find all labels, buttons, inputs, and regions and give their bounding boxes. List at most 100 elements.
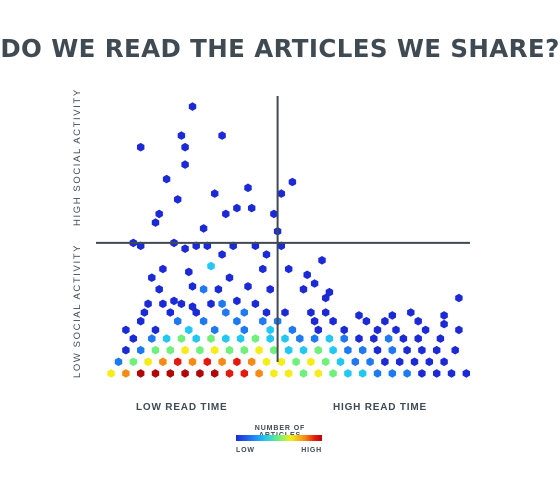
hex-cell [240,308,249,317]
hex-cell [418,345,426,355]
hex-cell [325,287,334,297]
hex-cell [399,334,408,343]
hex-cell [151,218,160,227]
hex-cell [155,209,163,219]
hex-cell [199,224,208,233]
hex-cell [321,293,330,303]
hex-cell [159,264,167,274]
hex-cell [244,183,252,193]
hex-cell [329,316,337,326]
hex-cell [432,345,441,355]
hex-cell [314,325,323,335]
hex-cell [432,369,441,378]
hex-cell [203,357,212,367]
hex-cell [210,325,219,335]
hex-cell [240,325,249,335]
hex-cell [381,316,389,326]
hex-cell [262,250,271,259]
hex-cell [321,357,330,367]
hex-cell [136,316,145,326]
x-label-high: HIGH READ TIME [333,402,427,413]
hex-cell [403,345,411,355]
hex-cell [166,345,175,355]
hex-cell [307,308,315,317]
hex-cell [259,316,267,326]
hex-cell [299,369,308,378]
hex-cell [358,345,367,355]
hex-cell [192,334,200,343]
hex-cell [129,334,138,343]
hex-cell [284,369,293,378]
hex-cell [210,369,219,378]
hex-cell [162,174,171,184]
hex-cell [185,267,193,277]
hex-cell [351,357,360,367]
hex-cell [218,299,226,309]
hex-cell [196,345,204,355]
hex-cell [247,357,256,367]
hex-cell [299,345,308,355]
hex-cell [233,316,241,326]
hex-cell [181,160,189,169]
hex-cell [292,357,300,367]
hex-cell [196,369,204,378]
legend-high-label: HIGH [301,447,322,454]
hex-cell [403,369,411,378]
hex-cell [436,334,445,343]
y-label-low: LOW SOCIAL ACTIVITY [72,243,83,378]
hex-cell [251,299,260,309]
hex-cell [185,325,193,335]
hex-cell [262,357,271,367]
hex-cell [384,334,393,343]
hex-cell [222,209,230,219]
hex-cells [107,102,471,378]
hex-cell [373,325,382,335]
hex-cell [395,357,404,367]
hex-cell [296,334,304,343]
hex-cell [240,345,249,355]
hex-cell [329,369,337,378]
hex-cell [288,177,297,187]
hex-cell [162,334,171,343]
hex-cell [159,357,167,367]
hex-cell [421,325,430,335]
hex-cell [455,325,463,335]
hex-cell [277,357,286,367]
hex-cell [440,357,448,367]
hex-cell [236,334,245,343]
hex-cell [325,334,334,343]
hex-cell [355,311,363,320]
hex-cell [173,195,182,204]
hex-cell [277,189,286,198]
legend-color-scale [236,435,322,441]
hex-cell [307,357,315,367]
chart-title: DO WE READ THE ARTICLES WE SHARE? [0,34,560,63]
hex-cell [210,345,219,355]
hex-cell [181,244,189,253]
hex-cell [114,357,123,367]
hex-cell [255,369,263,378]
hex-cell [270,369,278,378]
hex-cell [181,345,189,355]
hex-cell [266,325,274,335]
hex-cell [255,345,263,355]
hex-cell [188,282,197,291]
hex-cell [218,131,226,140]
hex-cell [414,334,422,343]
hex-cell [225,369,234,378]
hex-cell [122,325,130,335]
hex-cell [455,293,463,303]
hex-cell [199,285,208,294]
hex-cell [218,250,226,259]
hex-cell [214,285,223,294]
hex-cell [144,299,152,309]
hex-cell [314,345,323,355]
hex-cell [381,357,389,367]
hex-cell [233,296,241,306]
hex-cell [370,334,378,343]
hex-cell [310,279,319,288]
hex-cell [207,261,215,271]
hex-cell [355,334,363,343]
hex-cell [199,316,208,326]
hex-cell [122,345,130,355]
